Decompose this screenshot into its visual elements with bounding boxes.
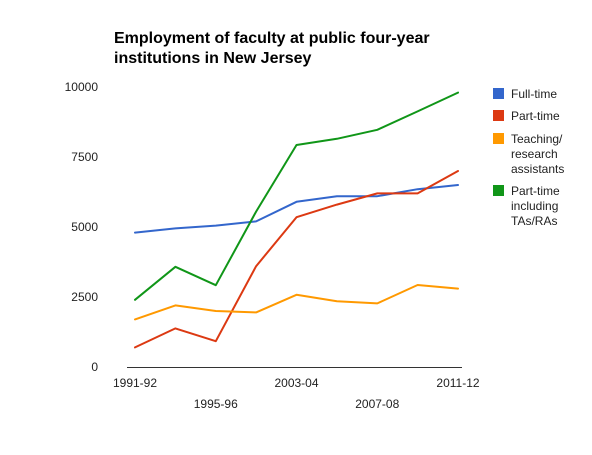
legend-label: research [511,147,558,161]
legend-label: assistants [511,162,564,176]
legend-swatch [493,110,504,121]
data-series [134,91,459,349]
series-line-2 [134,170,459,349]
legend-label: TAs/RAs [511,214,557,228]
legend-swatch [493,88,504,99]
series-line-3 [134,284,459,321]
x-tick-label: 1991-92 [113,376,157,390]
y-tick-label: 7500 [71,150,98,164]
x-tick-label: 2011-12 [436,376,479,390]
x-tick-label: 2007-08 [355,397,399,411]
chart-title-line: institutions in New Jersey [114,50,311,67]
chart-title: Employment of faculty at public four-yea… [114,30,430,67]
y-tick-label: 0 [91,360,98,374]
legend-label: Part-time [511,109,560,123]
x-axis-tick-labels: 1991-92 1995-96 2003-04 2007-08 2011-12 [113,376,480,411]
legend-label: Teaching/ [511,132,563,146]
y-axis-tick-labels: 0 2500 5000 7500 10000 [65,80,99,374]
series-line-4 [134,91,459,301]
chart-title-line: Employment of faculty at public four-yea… [114,30,430,47]
legend-label: including [511,199,558,213]
legend-label: Full-time [511,87,557,101]
series-line-1 [134,184,459,234]
y-tick-label: 2500 [71,290,98,304]
y-tick-label: 10000 [65,80,99,94]
y-tick-label: 5000 [71,220,98,234]
legend-swatch [493,133,504,144]
x-tick-label: 1995-96 [194,397,238,411]
x-tick-label: 2003-04 [274,376,318,390]
legend-swatch [493,185,504,196]
legend: Full-time Part-time Teaching/researchassis… [493,87,564,228]
legend-label: Part-time [511,184,560,198]
